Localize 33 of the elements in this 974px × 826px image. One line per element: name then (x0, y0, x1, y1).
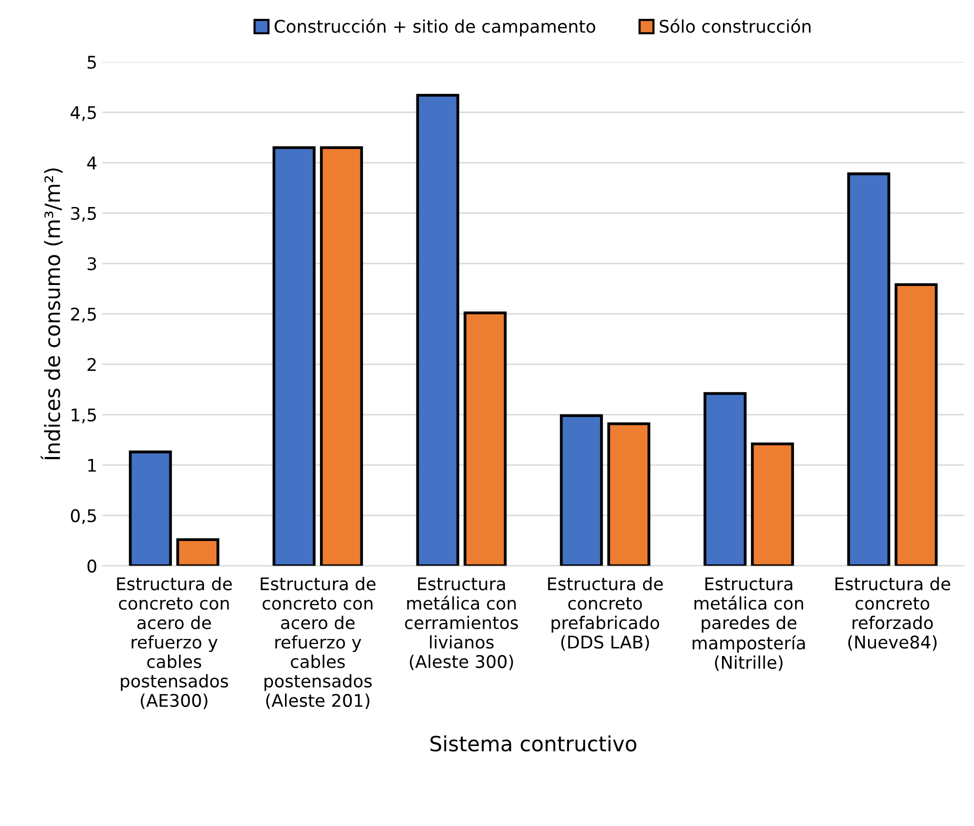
y-tick-label: 3,5 (71, 206, 96, 222)
x-tick-label: Estructura metálica con paredes de mampostería (Nitrille) (692, 577, 805, 671)
bar (750, 442, 794, 566)
y-tick-label: 1,5 (72, 408, 96, 424)
x-axis-title: Sistema contructivo (430, 735, 636, 752)
bar (128, 450, 172, 566)
y-tick-label: 3 (88, 257, 96, 270)
y-tick-label: 4 (87, 156, 96, 170)
legend-label: Construcción + sitio de campamento (274, 18, 596, 36)
y-tick-label: 4,5 (70, 106, 96, 121)
bar (607, 422, 650, 566)
y-tick-label: 2 (88, 358, 96, 371)
bar (704, 392, 747, 566)
bar (847, 172, 890, 566)
bar (272, 146, 316, 566)
x-tick-label: Estructura de concreto con acero de refuerzo y cables postensados (Aleste 201) (260, 576, 376, 710)
x-tick-label: Estructura metálica con cerramientos livianos (Aleste 300) (405, 577, 518, 670)
x-tick-label: Estructura de concreto prefabricado (DDS LAB) (548, 576, 663, 651)
bar (560, 414, 603, 566)
y-tick-label: 5 (88, 56, 96, 69)
legend-label: Sólo construcción (660, 18, 810, 33)
x-tick-label: Estructura de concreto con acero de refuerzo y cables postensados (AE300) (117, 576, 232, 710)
bar (464, 311, 507, 566)
bar (894, 283, 938, 566)
y-tick-label: 0 (88, 560, 96, 573)
y-tick-label: 2,5 (71, 308, 96, 322)
bar (416, 94, 460, 566)
bar (176, 538, 220, 566)
y-axis-title: Índices de consumo (m³/m²) (40, 168, 63, 460)
y-tick-label: 1 (88, 458, 96, 472)
y-tick-label: 0,5 (70, 509, 96, 524)
x-tick-label: Estructura de concreto reforzado (Nueve84) (835, 576, 950, 651)
bar (320, 146, 363, 566)
